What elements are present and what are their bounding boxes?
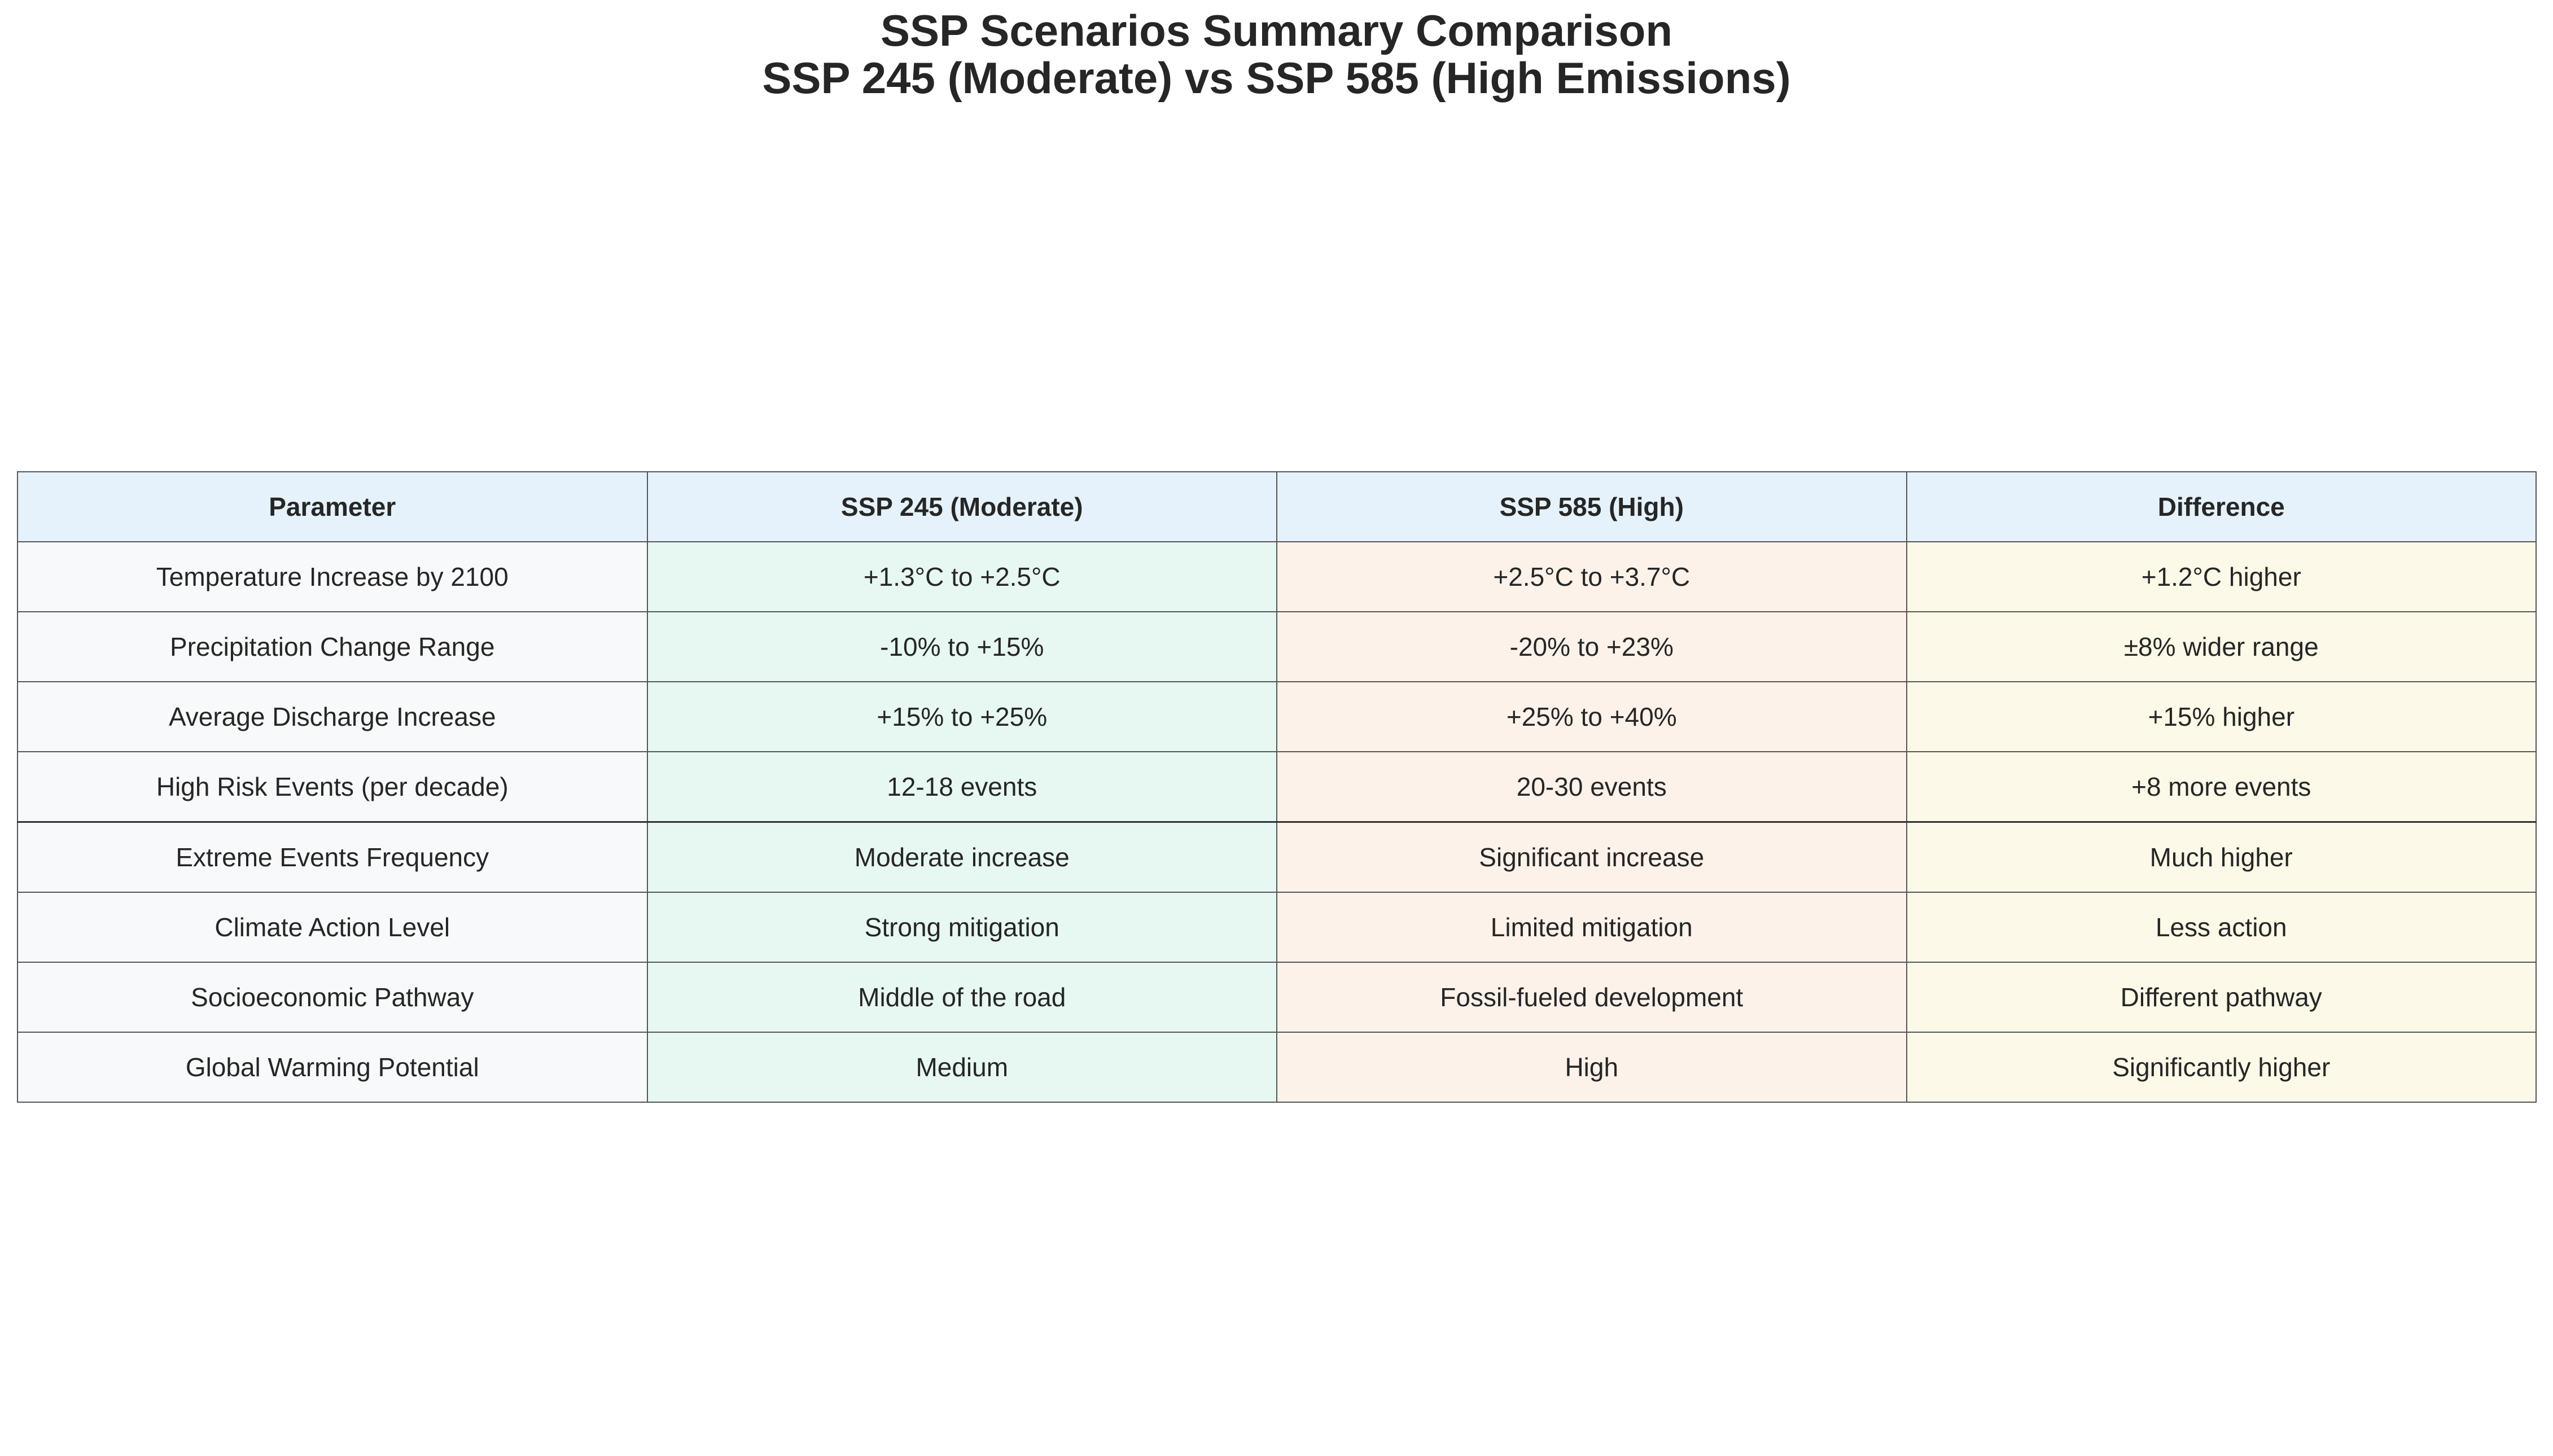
cell-ssp585: +2.5°C to +3.7°C: [1276, 541, 1907, 612]
cell-ssp245: +1.3°C to +2.5°C: [646, 541, 1277, 612]
cell-ssp585: Fossil-fueled development: [1276, 962, 1907, 1033]
cell-ssp245: 12-18 events: [646, 751, 1277, 823]
cell-parameter: Average Discharge Increase: [17, 681, 648, 752]
cell-difference: Different pathway: [1906, 962, 2537, 1033]
table-row: Socioeconomic Pathway Middle of the road…: [17, 962, 2537, 1033]
cell-difference: ±8% wider range: [1906, 611, 2537, 682]
cell-parameter: Socioeconomic Pathway: [17, 962, 648, 1033]
cell-parameter: Extreme Events Frequency: [17, 821, 648, 893]
cell-ssp585: +25% to +40%: [1276, 681, 1907, 752]
cell-ssp245: Moderate increase: [646, 821, 1277, 893]
chart-title: SSP Scenarios Summary Comparison SSP 245…: [0, 7, 2553, 102]
cell-ssp585: -20% to +23%: [1276, 611, 1907, 682]
cell-difference: +1.2°C higher: [1906, 541, 2537, 612]
cell-ssp585: 20-30 events: [1276, 751, 1907, 823]
chart-title-line-1: SSP Scenarios Summary Comparison: [880, 6, 1673, 55]
cell-ssp585: High: [1276, 1032, 1907, 1103]
cell-difference: Much higher: [1906, 821, 2537, 893]
cell-parameter: Temperature Increase by 2100: [17, 541, 648, 612]
header-ssp585: SSP 585 (High): [1276, 471, 1907, 542]
cell-ssp245: +15% to +25%: [646, 681, 1277, 752]
table-row: High Risk Events (per decade) 12-18 even…: [17, 751, 2537, 823]
table-row: Precipitation Change Range -10% to +15% …: [17, 611, 2537, 682]
cell-ssp585: Significant increase: [1276, 821, 1907, 893]
cell-parameter: Climate Action Level: [17, 892, 648, 963]
cell-ssp585: Limited mitigation: [1276, 892, 1907, 963]
cell-parameter: Precipitation Change Range: [17, 611, 648, 682]
cell-parameter: High Risk Events (per decade): [17, 751, 648, 823]
table-row: Global Warming Potential Medium High Sig…: [17, 1032, 2537, 1103]
cell-parameter: Global Warming Potential: [17, 1032, 648, 1103]
cell-difference: Less action: [1906, 892, 2537, 963]
table-row: Average Discharge Increase +15% to +25% …: [17, 681, 2537, 752]
header-ssp245: SSP 245 (Moderate): [646, 471, 1277, 542]
table-row: Climate Action Level Strong mitigation L…: [17, 892, 2537, 963]
comparison-table: Parameter SSP 245 (Moderate) SSP 585 (Hi…: [17, 471, 2537, 1103]
cell-ssp245: -10% to +15%: [646, 611, 1277, 682]
table-row: Temperature Increase by 2100 +1.3°C to +…: [17, 541, 2537, 612]
cell-difference: Significantly higher: [1906, 1032, 2537, 1103]
cell-ssp245: Strong mitigation: [646, 892, 1277, 963]
chart-title-line-2: SSP 245 (Moderate) vs SSP 585 (High Emis…: [762, 53, 1791, 103]
cell-difference: +8 more events: [1906, 751, 2537, 823]
table-header-row: Parameter SSP 245 (Moderate) SSP 585 (Hi…: [17, 471, 2537, 542]
cell-difference: +15% higher: [1906, 681, 2537, 752]
header-difference: Difference: [1906, 471, 2537, 542]
table-row: Extreme Events Frequency Moderate increa…: [17, 821, 2537, 893]
cell-ssp245: Medium: [646, 1032, 1277, 1103]
header-parameter: Parameter: [17, 471, 648, 542]
cell-ssp245: Middle of the road: [646, 962, 1277, 1033]
